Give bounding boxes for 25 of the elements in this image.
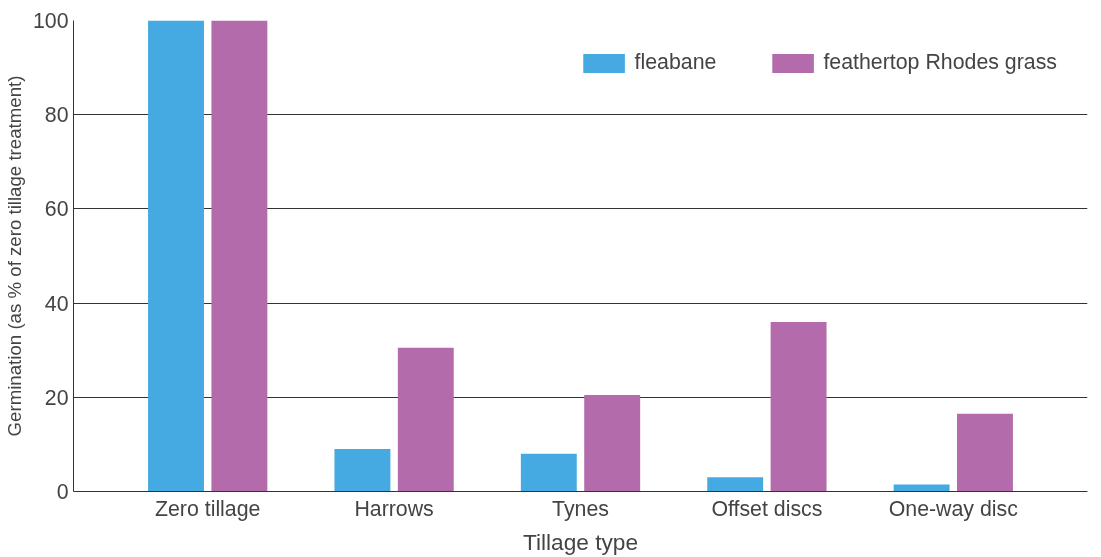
y-tick-label: 40 <box>44 291 69 316</box>
x-tick-label: Zero tillage <box>154 496 261 521</box>
bar <box>397 347 454 492</box>
bar <box>334 449 391 492</box>
bar <box>707 477 764 492</box>
x-tick-label: Harrows <box>354 496 434 521</box>
y-tick-label: 20 <box>44 385 69 410</box>
legend-label: fleabane <box>634 50 717 75</box>
x-tick-label: One-way disc <box>888 496 1019 521</box>
bar <box>893 484 950 492</box>
x-tick-label: Tynes <box>552 496 609 521</box>
x-axis-title: Tillage type <box>522 528 639 555</box>
y-axis-title: Germination (as % of zero tillage treatment) <box>3 75 25 437</box>
y-tick-label: 80 <box>44 103 69 128</box>
x-tick-label: Offset discs <box>711 496 823 521</box>
legend-label: feathertop Rhodes grass <box>823 50 1057 75</box>
bar <box>520 453 577 492</box>
bar <box>148 20 204 492</box>
y-tick-label: 100 <box>32 9 69 33</box>
bar <box>584 394 641 492</box>
bar <box>770 321 827 492</box>
y-tick-label: 0 <box>56 480 69 504</box>
bar <box>211 20 268 492</box>
bar <box>957 413 1013 492</box>
y-tick-label: 60 <box>44 197 69 222</box>
